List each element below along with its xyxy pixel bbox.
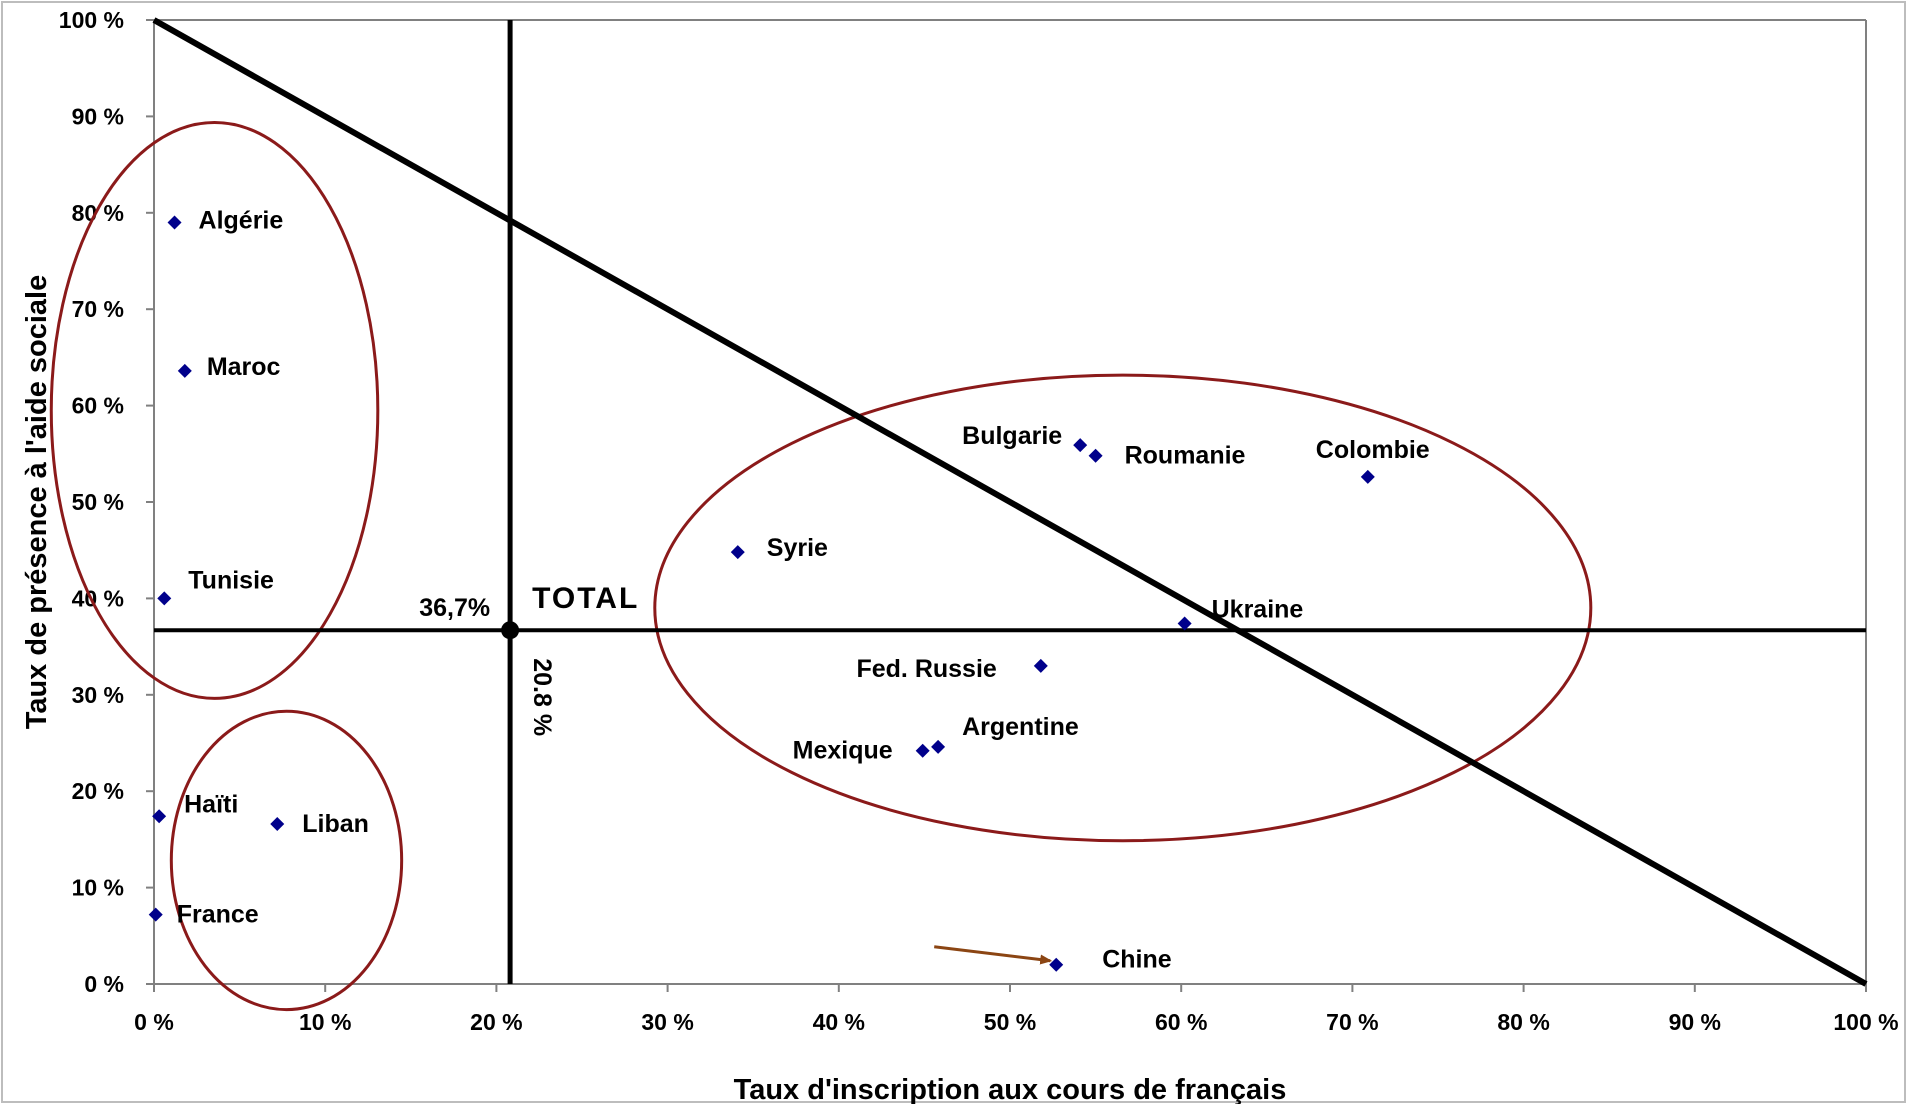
x-tick-label: 10 % [299,1009,351,1035]
data-point-marker [1088,448,1103,463]
x-tick-label: 70 % [1326,1009,1378,1035]
x-tick-label: 20 % [470,1009,522,1035]
data-point-label: Bulgarie [962,422,1062,450]
data-point-marker [1033,658,1048,673]
data-point-marker [157,591,172,606]
y-tick-label: 20 % [72,778,124,804]
x-tick-label: 40 % [813,1009,865,1035]
data-point-label: Chine [1102,946,1172,974]
data-point-marker [915,743,930,758]
group-ellipse [653,373,1593,843]
data-point-marker [1049,957,1064,972]
x-tick-label: 0 % [134,1009,174,1035]
data-point-label: Maroc [207,353,281,381]
x-tick-label: 30 % [641,1009,693,1035]
data-point-marker [152,809,167,824]
data-point-label: Liban [302,810,369,838]
data-point-marker [730,545,745,560]
y-tick-label: 60 % [72,393,124,419]
data-point-label: Colombie [1316,436,1430,464]
x-tick-label: 80 % [1497,1009,1549,1035]
y-tick-label: 0 % [84,971,124,997]
data-point-label: Roumanie [1125,442,1246,470]
data-point-label: France [177,901,259,929]
data-point-marker [1360,469,1375,484]
y-tick-label: 10 % [72,875,124,901]
y-tick-label: 80 % [72,200,124,226]
data-point-label: Tunisie [188,566,274,594]
diagonal-line [152,17,1868,987]
data-point-marker [270,816,285,831]
data-point-marker [177,363,192,378]
x-tick-label: 100 % [1833,1009,1898,1035]
y-tick-label: 50 % [72,489,124,515]
data-point-label: Fed. Russie [856,655,996,683]
data-point-label: Argentine [962,713,1079,741]
annotation-arrow [934,945,1053,965]
y-axis-title: Taux de présence à l'aide sociale [21,275,53,729]
x-tick-label: 50 % [984,1009,1036,1035]
x-axis-ticks: 0 % 10 % 20 % 30 % 40 % 50 % 60 % 70 % 80 % 90 % 1… [134,984,1899,1035]
data-point-marker [148,907,163,922]
data-point-label: Haïti [184,790,238,818]
x-tick-label: 60 % [1155,1009,1207,1035]
reference-lines [152,17,1868,987]
data-points [148,215,1375,972]
data-point-marker [1177,616,1192,631]
data-point-label: Mexique [793,737,893,765]
data-point-marker [1073,438,1088,453]
total-x-value-label: 20.8 % [528,658,556,736]
data-point-label: Syrie [767,534,828,562]
data-point-marker [931,739,946,754]
group-ellipse [49,120,380,700]
x-tick-label: 90 % [1669,1009,1721,1035]
y-tick-label: 100 % [59,7,124,33]
total-y-value-label: 36,7% [419,594,490,622]
total-label: TOTAL [532,582,639,615]
data-point-label: Algérie [199,206,284,234]
data-point-labels: Algérie Maroc Tunisie Haïti Liban France Syrie… [177,206,1430,973]
total-marker-group: TOTAL 36,7% 20.8 % [419,582,639,736]
y-tick-label: 30 % [72,682,124,708]
data-point-marker [167,215,182,230]
data-point-label: Ukraine [1212,595,1304,623]
y-tick-label: 90 % [72,103,124,129]
group-ellipse [169,709,404,1012]
y-tick-label: 40 % [72,585,124,611]
annotation-arrow-group [934,945,1053,965]
group-ellipses [49,120,1593,1012]
y-axis-ticks: 0 % 10 % 20 % 30 % 40 % 50 % 60 % 70 % 80 % 90 % 1… [59,7,154,997]
total-point [501,621,520,640]
x-axis-title: Taux d'inscription aux cours de français [734,1074,1287,1104]
y-tick-label: 70 % [72,296,124,322]
